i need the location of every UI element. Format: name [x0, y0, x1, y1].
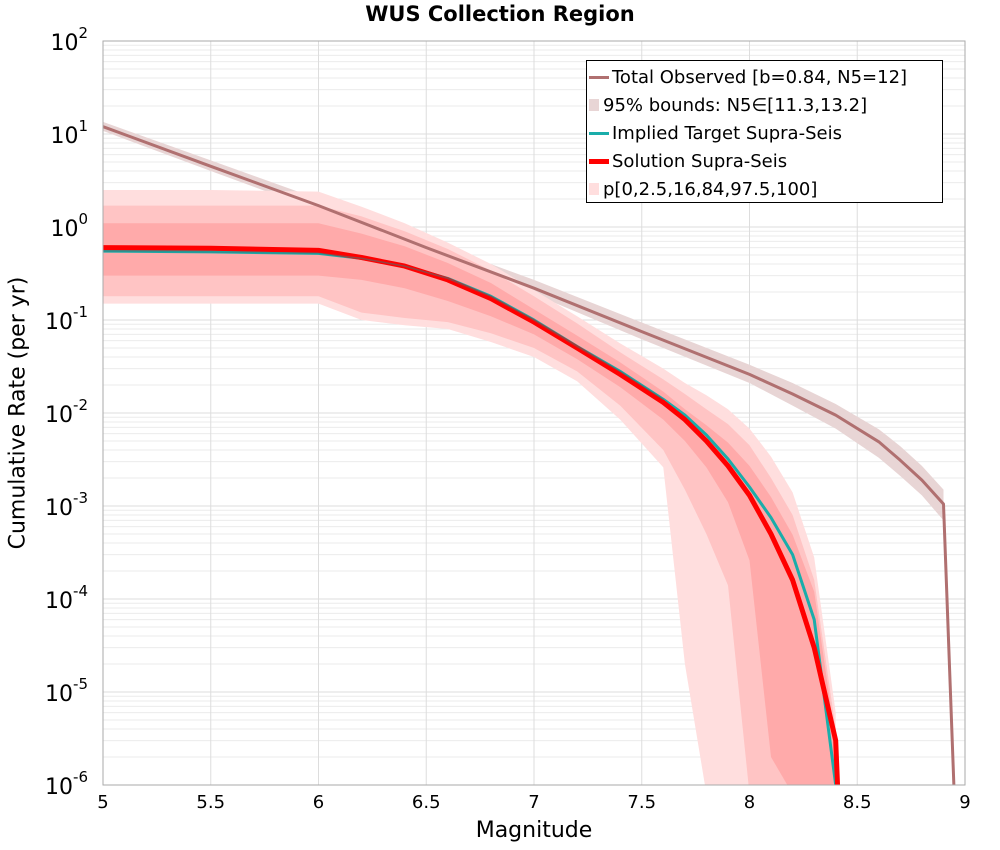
y-axis-label: Cumulative Rate (per yr)	[5, 276, 31, 550]
legend: Total Observed [b=0.84, N5=12] 95% bound…	[586, 60, 943, 203]
x-tick-label: 6.5	[412, 792, 441, 813]
legend-label-implied-target: Implied Target Supra-Seis	[612, 122, 842, 144]
axes	[102, 40, 966, 786]
band-95-bounds	[103, 121, 944, 521]
bands	[103, 121, 944, 785]
chart-title: WUS Collection Region	[365, 2, 635, 26]
plot-frame	[102, 40, 966, 786]
legend-item-implied-target: Implied Target Supra-Seis	[587, 119, 942, 147]
y-tick-label: 102	[50, 24, 88, 56]
y-tick-label: 10-4	[45, 582, 88, 614]
x-tick-label: 8.5	[843, 792, 872, 813]
legend-item-95-bounds: 95% bounds: N5∈[11.3,13.2]	[587, 91, 942, 119]
legend-swatch-implied-target	[589, 131, 609, 135]
y-tick-label: 101	[50, 117, 88, 149]
legend-label-percentiles: p[0,2.5,16,84,97.5,100]	[603, 178, 818, 200]
legend-swatch-total-observed	[589, 75, 609, 79]
line-implied-target-overlay	[103, 250, 664, 401]
y-tick-label: 10-1	[45, 303, 88, 335]
x-tick-label: 8	[744, 792, 755, 813]
legend-item-percentiles: p[0,2.5,16,84,97.5,100]	[587, 175, 942, 203]
y-tick-label: 10-5	[45, 675, 88, 707]
legend-swatch-solution	[589, 158, 609, 164]
series-lines	[103, 125, 956, 785]
legend-label-95-bounds: 95% bounds: N5∈[11.3,13.2]	[603, 94, 868, 116]
y-tick-label: 10-6	[45, 768, 88, 800]
line-total-observed	[103, 125, 956, 785]
x-tick-label: 5.5	[196, 792, 225, 813]
tick-labels: 5 5.5 6 6.5 7 7.5 8 8.5 9 102 101 100 10-1 10-2 10-3 10…	[45, 24, 971, 813]
y-tick-label: 10-2	[45, 396, 88, 428]
legend-swatch-95-bounds	[589, 99, 599, 111]
legend-label-solution: Solution Supra-Seis	[612, 150, 788, 172]
x-tick-label: 6	[313, 792, 324, 813]
x-tick-label: 7.5	[627, 792, 656, 813]
legend-swatch-percentiles	[589, 183, 599, 195]
x-tick-label: 7	[528, 792, 539, 813]
x-axis-label: Magnitude	[475, 818, 593, 843]
legend-label-total-observed: Total Observed [b=0.84, N5=12]	[612, 66, 908, 88]
x-tick-label: 5	[97, 792, 108, 813]
x-tick-label: 9	[959, 792, 970, 813]
y-tick-label: 10-3	[45, 489, 88, 521]
y-tick-label: 100	[50, 210, 88, 242]
legend-item-total-observed: Total Observed [b=0.84, N5=12]	[587, 63, 942, 91]
legend-item-solution: Solution Supra-Seis	[587, 147, 942, 175]
